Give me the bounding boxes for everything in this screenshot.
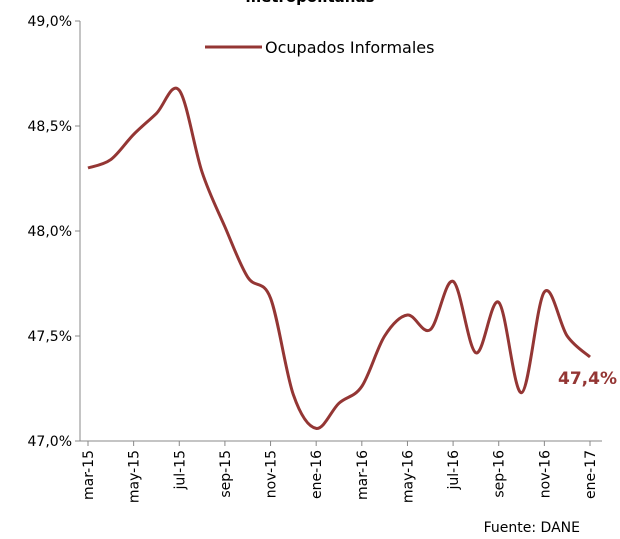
x-tick-label: jul-16 bbox=[446, 450, 462, 491]
legend-label: Ocupados Informales bbox=[265, 38, 434, 57]
y-tick-label: 47,5% bbox=[28, 329, 72, 345]
y-tick-label: 47,0% bbox=[28, 434, 72, 450]
x-tick-label: mar-15 bbox=[81, 450, 97, 500]
x-tick-label: ene-17 bbox=[583, 450, 599, 499]
annotation: 47,4% bbox=[558, 369, 617, 389]
y-tick-label: 48,5% bbox=[28, 119, 72, 135]
y-tick-label: 49,0% bbox=[28, 14, 72, 30]
y-tick-label: 48,0% bbox=[28, 224, 72, 240]
x-tick-label: nov-16 bbox=[537, 450, 553, 498]
x-tick-label: jul-15 bbox=[172, 450, 188, 491]
x-tick-label: may-16 bbox=[400, 450, 416, 503]
x-tick-label: ene-16 bbox=[309, 450, 325, 499]
chart-title: metropolitanas bbox=[245, 0, 374, 6]
x-tick-label: sep-15 bbox=[218, 450, 234, 498]
data-line bbox=[87, 86, 592, 430]
source: Fuente: DANE bbox=[484, 520, 580, 536]
x-tick-label: sep-16 bbox=[492, 450, 508, 498]
x-tick-label: may-15 bbox=[127, 450, 143, 503]
x-tick-label: mar-16 bbox=[355, 450, 371, 500]
x-tick-label: nov-15 bbox=[264, 450, 280, 498]
